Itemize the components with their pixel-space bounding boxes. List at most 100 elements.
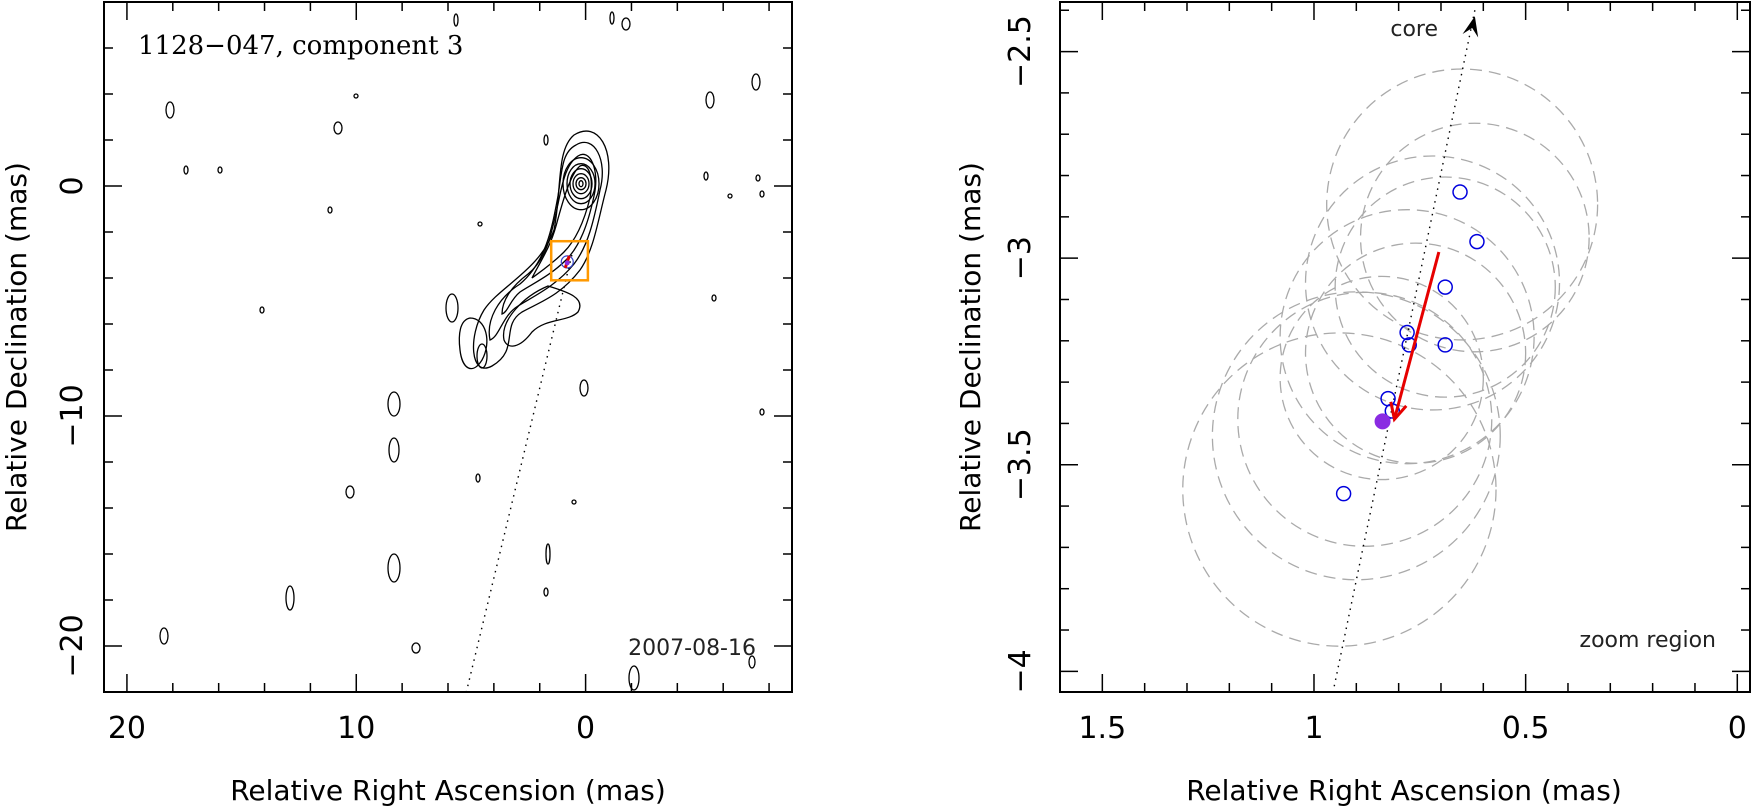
noise-contour bbox=[353, 93, 359, 99]
noise-contour bbox=[543, 134, 549, 146]
size-circle bbox=[1304, 155, 1561, 411]
core-contour bbox=[578, 180, 584, 188]
core-contour bbox=[575, 177, 587, 191]
noise-contour bbox=[628, 665, 640, 691]
jet-axis-dotted-line bbox=[1332, 10, 1476, 693]
right-y-tick-labels: −2.5 −3 −3.5 −4 bbox=[1003, 15, 1038, 693]
noise-contour bbox=[217, 166, 223, 174]
component-position-point bbox=[1469, 233, 1485, 250]
core-contour bbox=[566, 163, 596, 205]
noise-contour bbox=[475, 473, 481, 483]
right-x-axis-title: Relative Right Ascension (mas) bbox=[1186, 774, 1622, 807]
x-tick-label: 10 bbox=[337, 711, 375, 746]
size-circle bbox=[1279, 209, 1535, 465]
zoom-box-rect bbox=[549, 239, 590, 282]
size-circle bbox=[1359, 122, 1590, 353]
y-tick-label: −3 bbox=[1003, 236, 1038, 280]
noise-contour bbox=[476, 343, 488, 369]
x-tick-label: 0 bbox=[1728, 711, 1747, 746]
motion-vector-head bbox=[1389, 401, 1408, 423]
right-tick-marks bbox=[1059, 2, 1750, 692]
jet-contour bbox=[531, 164, 592, 279]
noise-contour bbox=[183, 165, 189, 175]
reference-position-dot bbox=[1374, 413, 1391, 430]
noise-contour bbox=[748, 655, 756, 669]
component-position-point bbox=[1437, 337, 1453, 353]
noise-contour bbox=[345, 485, 355, 499]
jet-contour bbox=[501, 153, 597, 315]
right-plot-frame bbox=[1059, 1, 1751, 693]
noise-contour bbox=[327, 206, 333, 214]
core-label: core bbox=[1390, 17, 1438, 42]
noise-contour bbox=[285, 585, 295, 611]
motion-vector-shaft bbox=[1392, 251, 1441, 420]
noise-contour bbox=[333, 121, 343, 135]
noise-contour bbox=[755, 174, 761, 182]
size-circle bbox=[1326, 68, 1599, 341]
core-arrowhead bbox=[1462, 16, 1479, 38]
contour-map bbox=[159, 11, 765, 691]
x-tick-label: 0 bbox=[576, 711, 595, 746]
noise-contour bbox=[579, 379, 589, 397]
component-position-point bbox=[1437, 279, 1453, 295]
noise-contour bbox=[545, 543, 551, 565]
gaussian-size-circles bbox=[1182, 68, 1599, 647]
left-x-tick-labels: 20 10 0 bbox=[108, 711, 595, 746]
y-tick-label: −2.5 bbox=[1003, 15, 1038, 88]
core-contour bbox=[569, 168, 593, 200]
plume-contour bbox=[458, 317, 488, 370]
component-position-point bbox=[1399, 324, 1415, 341]
noise-contour bbox=[571, 499, 577, 505]
noise-contour bbox=[453, 13, 459, 27]
x-tick-label: 1 bbox=[1304, 711, 1323, 746]
noise-contour bbox=[543, 587, 549, 597]
right-panel: 1.5 1 0.5 0 −2.5 −3 −3.5 −4 core zoom region R… bbox=[954, 1, 1751, 807]
y-tick-label: −20 bbox=[55, 614, 90, 677]
left-panel-title: 1128−047, component 3 bbox=[138, 31, 463, 61]
size-circle bbox=[1211, 291, 1501, 581]
noise-contour bbox=[477, 221, 483, 227]
noise-contour bbox=[621, 17, 631, 31]
right-y-axis-title: Relative Declination (mas) bbox=[954, 162, 987, 532]
x-tick-label: 0.5 bbox=[1502, 711, 1550, 746]
component-positions bbox=[1335, 184, 1485, 502]
motion-vector-arrow bbox=[1389, 251, 1441, 423]
y-tick-label: −4 bbox=[1003, 649, 1038, 693]
component-position-point bbox=[1401, 337, 1417, 353]
plume-contour bbox=[503, 285, 581, 347]
right-x-tick-labels: 1.5 1 0.5 0 bbox=[1078, 711, 1746, 746]
noise-contour bbox=[388, 437, 400, 463]
left-panel: 20 10 0 0 −10 −20 1128−047, component 3 2007… bbox=[0, 1, 793, 807]
noise-contour bbox=[703, 171, 709, 181]
x-tick-label: 20 bbox=[108, 711, 146, 746]
y-tick-label: −10 bbox=[55, 384, 90, 447]
noise-contour bbox=[759, 408, 765, 416]
size-circle bbox=[1182, 332, 1497, 647]
left-tick-marks bbox=[104, 1, 792, 693]
noise-contour bbox=[711, 294, 717, 302]
y-tick-label: −3.5 bbox=[1003, 428, 1038, 501]
marker-dot bbox=[564, 260, 570, 266]
left-plot-frame bbox=[103, 1, 793, 693]
zoom-region-label: zoom region bbox=[1580, 628, 1716, 653]
noise-contour bbox=[165, 101, 175, 119]
core-direction-arrow bbox=[1462, 16, 1479, 38]
noise-contour bbox=[387, 391, 401, 417]
noise-contour bbox=[259, 306, 265, 314]
core-contour bbox=[572, 173, 590, 195]
left-epoch-label: 2007-08-16 bbox=[628, 636, 756, 661]
component-position-point bbox=[1452, 184, 1468, 200]
size-circle bbox=[1334, 176, 1556, 398]
x-tick-label: 1.5 bbox=[1078, 711, 1126, 746]
size-circle bbox=[1279, 275, 1484, 481]
component-marker bbox=[560, 255, 574, 269]
size-circle bbox=[1304, 242, 1527, 464]
noise-contour bbox=[759, 190, 765, 198]
noise-contour bbox=[727, 193, 733, 199]
noise-contour bbox=[751, 73, 761, 91]
marker-ring bbox=[560, 255, 574, 269]
noise-contour bbox=[609, 11, 615, 25]
jet-contour bbox=[488, 141, 603, 341]
zoom-box bbox=[549, 239, 590, 282]
noise-contour bbox=[387, 553, 401, 583]
